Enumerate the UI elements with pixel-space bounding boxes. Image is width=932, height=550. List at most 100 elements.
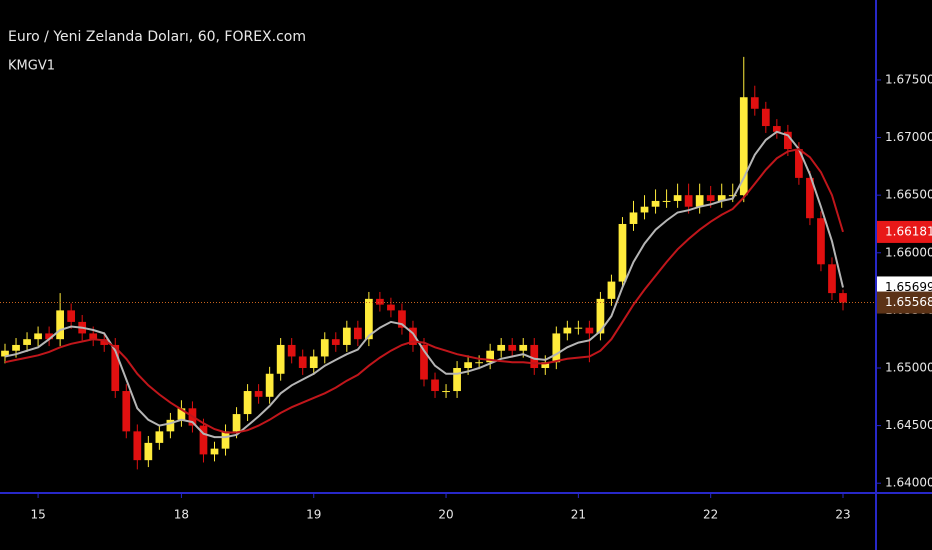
candle-body bbox=[309, 356, 318, 368]
x-tick-label: 20 bbox=[438, 508, 453, 522]
candle-body bbox=[111, 344, 120, 392]
candle-body bbox=[1, 350, 9, 357]
candle-body bbox=[761, 108, 770, 127]
candle-body bbox=[420, 344, 428, 380]
candle-body bbox=[398, 310, 406, 328]
x-tick-label: 18 bbox=[174, 508, 189, 522]
candle-body bbox=[320, 339, 329, 357]
candle-body bbox=[772, 126, 781, 132]
candle-body bbox=[618, 223, 627, 282]
candle-body bbox=[806, 177, 814, 219]
candle-body bbox=[232, 414, 241, 432]
candle-body bbox=[574, 327, 583, 329]
candle-body bbox=[651, 200, 660, 207]
chart-title: Euro / Yeni Zelanda Doları, 60, FOREX.co… bbox=[8, 29, 306, 45]
candle-body bbox=[728, 195, 737, 197]
candle-body bbox=[431, 379, 439, 392]
candle-body bbox=[265, 373, 274, 397]
candle-body bbox=[508, 344, 517, 351]
candle-body bbox=[530, 344, 539, 368]
candle-body bbox=[23, 339, 31, 345]
indicator-line bbox=[4, 130, 844, 439]
last-value-label: 1.65699 bbox=[885, 280, 932, 294]
candle-body bbox=[353, 327, 362, 340]
candle-body bbox=[133, 431, 142, 461]
candle-body bbox=[640, 206, 649, 213]
candle-body bbox=[342, 327, 351, 345]
candle-body bbox=[298, 356, 307, 368]
candle-body bbox=[387, 304, 395, 311]
candle-body bbox=[155, 431, 164, 443]
candle-body bbox=[629, 212, 638, 224]
candle-body bbox=[486, 350, 495, 363]
candle-body bbox=[243, 391, 252, 415]
candle-body bbox=[839, 293, 847, 303]
candle-body bbox=[706, 195, 715, 201]
candle-body bbox=[541, 362, 550, 368]
candle-body bbox=[177, 408, 186, 420]
candle-body bbox=[750, 97, 759, 109]
candle-body bbox=[276, 344, 285, 374]
candle-body bbox=[817, 218, 825, 265]
last-value-label: 1.66181 bbox=[885, 224, 932, 238]
last-value-box bbox=[877, 220, 932, 243]
candle-body bbox=[828, 264, 836, 294]
candle-body bbox=[34, 333, 42, 340]
candle-body bbox=[497, 344, 506, 351]
last-value-box bbox=[877, 291, 932, 314]
candle-body bbox=[784, 131, 792, 150]
x-tick-label: 19 bbox=[306, 508, 321, 522]
candle-body bbox=[673, 195, 682, 201]
candle-body bbox=[563, 327, 572, 334]
candle-body bbox=[464, 362, 472, 368]
candle-body bbox=[739, 97, 748, 196]
candle-body bbox=[585, 327, 594, 334]
candle-body bbox=[442, 391, 450, 393]
candle-body bbox=[453, 367, 461, 392]
candle-body bbox=[122, 391, 131, 432]
candle-body bbox=[475, 362, 483, 364]
y-tick-label: 1.67500 bbox=[885, 72, 932, 86]
x-tick-label: 23 bbox=[835, 508, 850, 522]
candle-body bbox=[144, 442, 153, 461]
y-tick-label: 1.67000 bbox=[885, 130, 932, 144]
x-tick-label: 21 bbox=[571, 508, 586, 522]
candle-body bbox=[287, 344, 296, 357]
last-value-label: 1.65568 bbox=[885, 295, 932, 309]
y-tick-label: 1.65000 bbox=[885, 360, 932, 374]
candle-body bbox=[12, 344, 20, 351]
candle-body bbox=[67, 310, 76, 322]
y-tick-label: 1.66000 bbox=[885, 245, 932, 259]
candle-body bbox=[795, 149, 803, 178]
y-tick-label: 1.66500 bbox=[885, 188, 932, 202]
candle-body bbox=[552, 333, 561, 363]
x-tick-label: 22 bbox=[703, 508, 718, 522]
candle-body bbox=[519, 344, 528, 351]
candle-body bbox=[596, 298, 605, 334]
candle-body bbox=[89, 333, 98, 340]
candle-body bbox=[210, 448, 219, 455]
candle-body bbox=[376, 298, 384, 305]
candle-body bbox=[365, 298, 373, 340]
candle-body bbox=[409, 327, 417, 345]
candle-body bbox=[695, 195, 704, 207]
candle-body bbox=[221, 431, 230, 449]
candle-body bbox=[607, 281, 616, 299]
candle-body bbox=[199, 425, 208, 455]
x-tick-label: 15 bbox=[30, 508, 45, 522]
candle-body bbox=[254, 391, 263, 397]
y-tick-label: 1.64500 bbox=[885, 418, 932, 432]
candle-body bbox=[717, 195, 726, 201]
y-tick-label: 1.64000 bbox=[885, 476, 932, 490]
candle-body bbox=[100, 339, 109, 345]
candle-body bbox=[684, 195, 693, 207]
candle-body bbox=[662, 200, 671, 202]
candle-body bbox=[331, 339, 340, 345]
candle-body bbox=[45, 333, 53, 340]
candle-body bbox=[166, 419, 175, 432]
candle-body bbox=[56, 310, 64, 340]
indicator-line bbox=[4, 148, 844, 434]
